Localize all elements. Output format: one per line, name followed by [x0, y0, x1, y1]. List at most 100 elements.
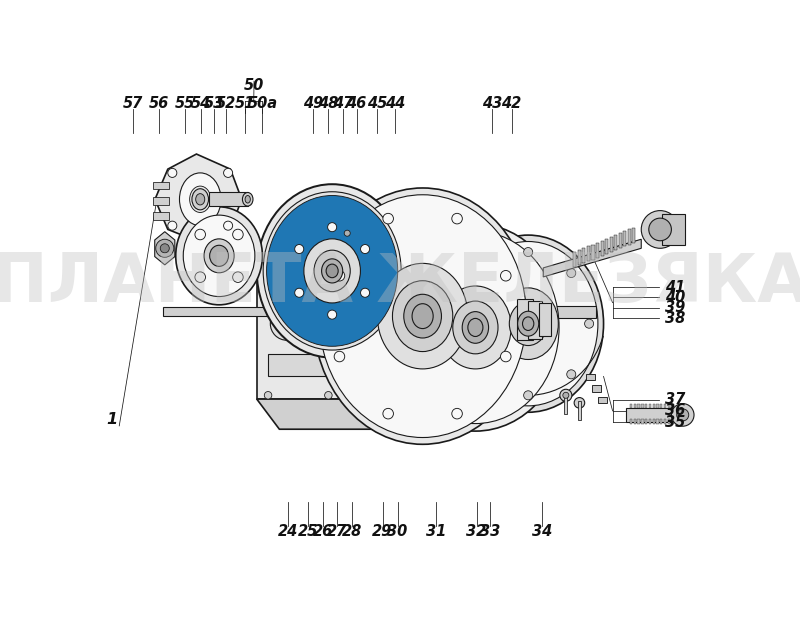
- Circle shape: [195, 272, 206, 282]
- Text: 42: 42: [502, 96, 522, 110]
- Circle shape: [524, 248, 533, 256]
- Ellipse shape: [392, 231, 559, 424]
- Bar: [632, 228, 635, 243]
- Text: 55: 55: [174, 96, 195, 110]
- Circle shape: [223, 221, 233, 230]
- Ellipse shape: [257, 184, 407, 357]
- Bar: [653, 419, 655, 424]
- Text: 26: 26: [313, 524, 333, 539]
- Ellipse shape: [245, 196, 250, 203]
- Bar: [528, 301, 542, 339]
- Bar: [653, 404, 655, 408]
- Bar: [574, 252, 577, 267]
- Bar: [591, 245, 594, 260]
- Bar: [322, 229, 327, 256]
- Bar: [634, 419, 636, 424]
- Bar: [345, 229, 350, 256]
- Circle shape: [649, 218, 671, 241]
- Text: 27: 27: [327, 524, 347, 539]
- Circle shape: [294, 288, 304, 297]
- Bar: [664, 419, 666, 424]
- Polygon shape: [155, 154, 242, 241]
- Circle shape: [563, 393, 569, 398]
- Bar: [645, 404, 647, 408]
- Polygon shape: [257, 256, 362, 399]
- Ellipse shape: [522, 317, 534, 330]
- Circle shape: [501, 351, 511, 362]
- Bar: [209, 192, 248, 206]
- Text: ПЛАНЕТА ЖЕЛЕЗЯКА: ПЛАНЕТА ЖЕЛЕЗЯКА: [0, 250, 800, 316]
- Bar: [656, 404, 658, 408]
- Circle shape: [677, 409, 689, 421]
- Text: 56: 56: [149, 96, 169, 110]
- Circle shape: [361, 245, 370, 253]
- Text: 57: 57: [123, 96, 143, 110]
- Circle shape: [264, 263, 272, 271]
- Circle shape: [195, 229, 206, 240]
- Bar: [596, 243, 599, 258]
- Ellipse shape: [304, 239, 361, 303]
- Bar: [598, 397, 607, 403]
- Bar: [630, 404, 632, 408]
- Polygon shape: [257, 399, 385, 429]
- Circle shape: [323, 315, 341, 333]
- Text: 35: 35: [666, 414, 686, 429]
- Circle shape: [334, 270, 345, 281]
- Text: 28: 28: [342, 524, 362, 539]
- Circle shape: [344, 230, 350, 236]
- Text: 50: 50: [244, 78, 264, 93]
- Circle shape: [671, 404, 694, 426]
- Bar: [277, 229, 282, 256]
- Ellipse shape: [196, 194, 205, 205]
- Bar: [662, 214, 685, 245]
- Text: 45: 45: [367, 96, 387, 110]
- Ellipse shape: [412, 303, 433, 329]
- Circle shape: [298, 223, 306, 231]
- Bar: [153, 212, 170, 219]
- Text: 44: 44: [385, 96, 406, 110]
- Bar: [564, 393, 567, 414]
- Circle shape: [325, 263, 332, 271]
- Text: 47: 47: [333, 96, 353, 110]
- Circle shape: [585, 319, 594, 328]
- Bar: [671, 404, 674, 408]
- Bar: [645, 419, 647, 424]
- Text: 43: 43: [482, 96, 502, 110]
- Circle shape: [481, 370, 490, 379]
- Ellipse shape: [498, 288, 558, 359]
- Ellipse shape: [190, 186, 210, 213]
- Bar: [626, 408, 675, 422]
- Bar: [618, 233, 622, 248]
- Circle shape: [315, 307, 349, 340]
- Ellipse shape: [468, 319, 483, 337]
- Ellipse shape: [322, 259, 342, 283]
- Circle shape: [321, 223, 328, 231]
- Circle shape: [452, 213, 462, 224]
- Ellipse shape: [319, 195, 526, 438]
- Ellipse shape: [510, 302, 547, 345]
- Circle shape: [642, 211, 679, 248]
- Text: 32: 32: [466, 524, 486, 539]
- Bar: [634, 404, 636, 408]
- Circle shape: [233, 229, 243, 240]
- Polygon shape: [154, 232, 175, 265]
- Ellipse shape: [286, 218, 378, 324]
- Circle shape: [283, 320, 290, 327]
- Text: 51: 51: [235, 96, 255, 110]
- Bar: [642, 419, 643, 424]
- Bar: [614, 235, 617, 250]
- Circle shape: [276, 223, 283, 231]
- Ellipse shape: [462, 312, 489, 343]
- Ellipse shape: [277, 207, 388, 335]
- Bar: [268, 354, 351, 376]
- Bar: [601, 241, 603, 256]
- Polygon shape: [543, 240, 642, 277]
- Ellipse shape: [204, 239, 234, 273]
- Circle shape: [223, 169, 233, 177]
- Circle shape: [278, 315, 296, 333]
- Ellipse shape: [183, 215, 255, 297]
- Bar: [153, 197, 170, 204]
- Circle shape: [328, 320, 336, 327]
- Bar: [668, 419, 670, 424]
- Bar: [630, 419, 632, 424]
